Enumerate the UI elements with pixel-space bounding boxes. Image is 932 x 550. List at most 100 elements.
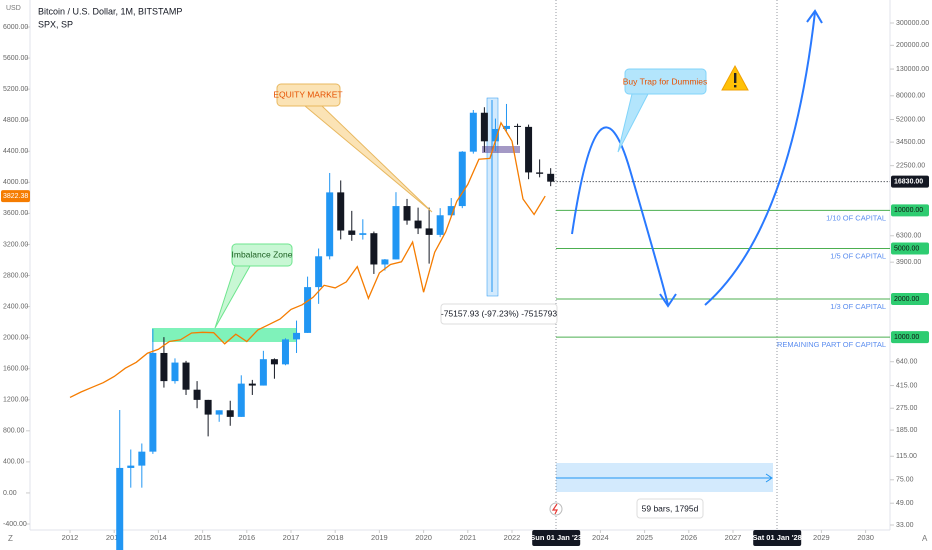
candle-body bbox=[193, 389, 201, 400]
x-tick-label: 2017 bbox=[283, 533, 300, 542]
event-icon-mark bbox=[551, 503, 558, 515]
level-tag-label: 2000.00 bbox=[894, 296, 919, 303]
series-last-label: 3822.38 bbox=[3, 193, 28, 200]
callout bbox=[276, 83, 341, 107]
candle-body bbox=[414, 220, 422, 229]
y-tick-label: 49.00 bbox=[896, 500, 914, 507]
chart-title: Bitcoin / U.S. Dollar, 1M, BITSTAMP bbox=[38, 6, 182, 16]
x-tick-label: 2016 bbox=[238, 533, 255, 542]
y2-tick-label: 3600.00 bbox=[3, 210, 28, 217]
callout-text: EQUITY MARKET bbox=[273, 89, 342, 99]
y-tick-label: 640.00 bbox=[896, 359, 918, 366]
y2-tick-label: 5600.00 bbox=[3, 55, 28, 62]
level-tag-label: 1000.00 bbox=[894, 334, 919, 341]
level-tag-label: 10000.00 bbox=[894, 207, 923, 214]
candle-body bbox=[171, 362, 179, 382]
x-tick-label: 2027 bbox=[725, 533, 742, 542]
candle-body bbox=[270, 359, 278, 365]
callout-text: Imbalance Zone bbox=[232, 249, 293, 259]
candle-body bbox=[315, 256, 323, 288]
arrow-head bbox=[806, 9, 823, 24]
level-note: 1/3 OF CAPITAL bbox=[830, 302, 886, 311]
arrow-head bbox=[765, 473, 773, 483]
candle-body bbox=[259, 359, 267, 386]
warning-icon-mark bbox=[734, 85, 737, 88]
level-note: REMAINING PART OF CAPITAL bbox=[777, 340, 886, 349]
candle-body bbox=[116, 467, 124, 550]
y-tick-label: 200000.00 bbox=[896, 42, 929, 49]
level-tag bbox=[891, 331, 929, 344]
scale-mode-a[interactable]: A bbox=[922, 534, 928, 543]
y-tick-label: 130000.00 bbox=[896, 66, 929, 73]
candle-body bbox=[248, 383, 256, 386]
candle-body bbox=[458, 151, 466, 207]
x-tick-label: 2014 bbox=[150, 533, 167, 542]
drawings-over: EQUITY MARKET Imbalance Zone Buy Trap fo… bbox=[214, 9, 823, 519]
x-tick-label: 2015 bbox=[194, 533, 211, 542]
y-tick-label: 300000.00 bbox=[896, 20, 929, 27]
level-tag bbox=[891, 204, 929, 217]
x-tick-label: 2024 bbox=[592, 533, 609, 542]
y2-tick-label: 3200.00 bbox=[3, 241, 28, 248]
candle-body bbox=[425, 228, 433, 235]
candle-body bbox=[160, 352, 168, 382]
y-tick-label: 275.00 bbox=[896, 405, 918, 412]
y2-tick-label: 4400.00 bbox=[3, 148, 28, 155]
y2-tick-label: 1200.00 bbox=[3, 397, 28, 404]
y-tick-label: 415.00 bbox=[896, 382, 918, 389]
x-tick-label: 2021 bbox=[459, 533, 476, 542]
candle-body bbox=[436, 215, 444, 235]
event-icon[interactable] bbox=[549, 502, 563, 516]
scale-mode-z[interactable]: Z bbox=[8, 534, 13, 543]
projection-arrow bbox=[571, 126, 669, 306]
candle-body bbox=[403, 206, 411, 221]
y-tick-label: 22500.00 bbox=[896, 162, 925, 169]
range-label-box bbox=[636, 498, 704, 519]
level-tag bbox=[891, 292, 929, 305]
x-tick-label: Sun 01 Jan '23 bbox=[530, 533, 582, 542]
y-tick-label: 34500.00 bbox=[896, 139, 925, 146]
candle-body bbox=[359, 233, 367, 235]
warning-icon-mark bbox=[734, 73, 737, 83]
projection-arrow bbox=[704, 11, 816, 306]
y2-tick-label: 1600.00 bbox=[3, 366, 28, 373]
y2-tick-label: 800.00 bbox=[3, 428, 25, 435]
y-tick-label: 6300.00 bbox=[896, 233, 921, 240]
candle-body bbox=[447, 206, 455, 216]
candle-body bbox=[326, 192, 334, 257]
last-price-label: 16830.00 bbox=[894, 178, 923, 185]
candle-body bbox=[204, 399, 212, 415]
x-tick-label: 2012 bbox=[62, 533, 79, 542]
overlay-title: SPX, SP bbox=[38, 19, 73, 29]
plot: 300000.00 200000.00 130000.00 80000.00 52000… bbox=[1, 20, 929, 550]
candle-body bbox=[536, 172, 544, 174]
candle-body bbox=[337, 192, 345, 231]
x-tick-label: 2030 bbox=[857, 533, 874, 542]
y-tick-label: 75.00 bbox=[896, 477, 914, 484]
x-tick-tag bbox=[753, 530, 802, 546]
y-tick-label: 80000.00 bbox=[896, 93, 925, 100]
candle-body bbox=[304, 287, 312, 333]
y-tick-label: 185.00 bbox=[896, 427, 918, 434]
y2-tick-label: 6000.00 bbox=[3, 24, 28, 31]
range-box bbox=[482, 146, 520, 153]
x-tick-label: 2018 bbox=[327, 533, 344, 542]
x-tick-label: 2025 bbox=[636, 533, 653, 542]
candle-body bbox=[491, 128, 499, 142]
candle-body bbox=[215, 410, 223, 415]
y2-tick-label: -400.00 bbox=[3, 521, 27, 528]
level-tag bbox=[891, 242, 929, 255]
candle-body bbox=[138, 451, 146, 466]
measure-label-box bbox=[440, 303, 558, 325]
candle-body bbox=[293, 332, 301, 340]
y2-tick-label: 2000.00 bbox=[3, 334, 28, 341]
series-line bbox=[69, 121, 546, 398]
candle-body bbox=[547, 173, 555, 182]
candle-body bbox=[502, 125, 510, 129]
x-tick-label: 2029 bbox=[813, 533, 830, 542]
y-tick-label: 115.00 bbox=[896, 453, 917, 460]
candle-body bbox=[149, 352, 157, 452]
series-last-tag bbox=[1, 190, 30, 203]
candle-body bbox=[480, 112, 488, 142]
